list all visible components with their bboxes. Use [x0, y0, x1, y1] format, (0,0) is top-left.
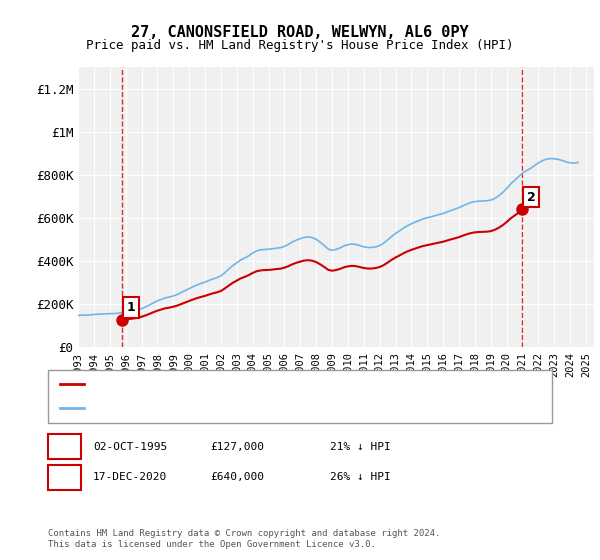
Text: 17-DEC-2020: 17-DEC-2020	[93, 473, 167, 482]
Text: 21% ↓ HPI: 21% ↓ HPI	[330, 442, 391, 451]
Text: 2: 2	[61, 471, 68, 484]
Text: 2: 2	[527, 191, 535, 204]
Text: £640,000: £640,000	[210, 473, 264, 482]
Text: 02-OCT-1995: 02-OCT-1995	[93, 442, 167, 451]
Text: Price paid vs. HM Land Registry's House Price Index (HPI): Price paid vs. HM Land Registry's House …	[86, 39, 514, 52]
Text: £127,000: £127,000	[210, 442, 264, 451]
Text: 27, CANONSFIELD ROAD, WELWYN, AL6 0PY: 27, CANONSFIELD ROAD, WELWYN, AL6 0PY	[131, 25, 469, 40]
Text: 27, CANONSFIELD ROAD, WELWYN, AL6 0PY (detached house): 27, CANONSFIELD ROAD, WELWYN, AL6 0PY (d…	[90, 380, 427, 390]
Text: HPI: Average price, detached house, Welwyn Hatfield: HPI: Average price, detached house, Welw…	[90, 403, 409, 413]
Text: 26% ↓ HPI: 26% ↓ HPI	[330, 473, 391, 482]
Text: 1: 1	[127, 301, 135, 314]
Text: Contains HM Land Registry data © Crown copyright and database right 2024.
This d: Contains HM Land Registry data © Crown c…	[48, 529, 440, 549]
Text: 1: 1	[61, 440, 68, 453]
